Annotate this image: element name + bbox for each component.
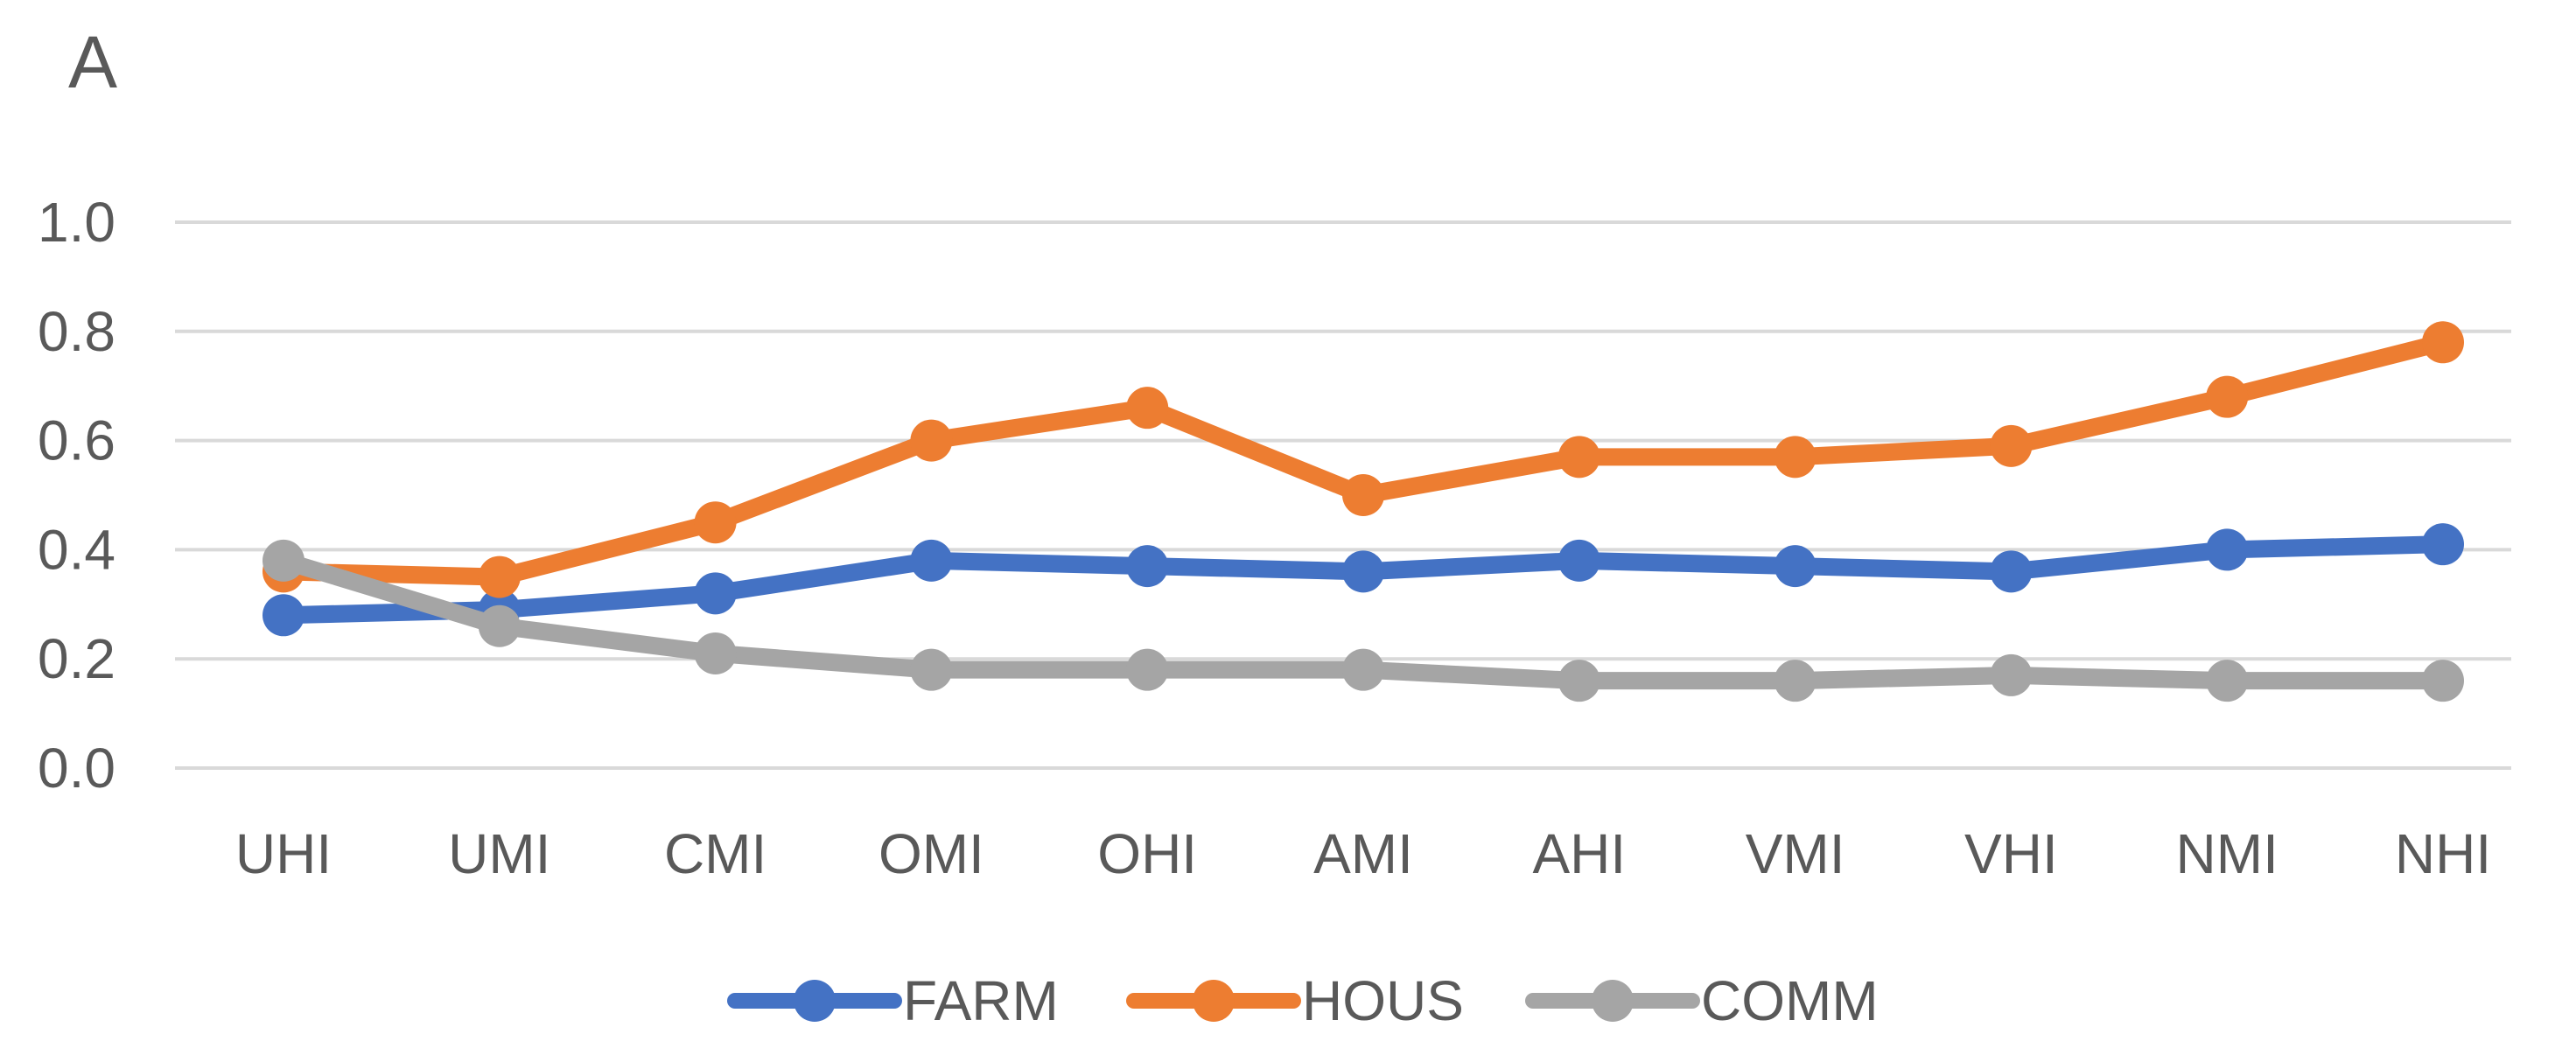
series-hous	[262, 321, 2464, 598]
data-point-farm	[1774, 545, 1816, 588]
data-point-comm	[1990, 653, 2033, 696]
data-point-farm	[262, 594, 304, 637]
legend-label-comm: COMM	[1701, 969, 1879, 1032]
y-axis-tick-labels: 0.0 0.2 0.4 0.6 0.8 1.0	[38, 191, 116, 800]
y-tick-label: 0.4	[38, 518, 116, 581]
data-point-farm	[1990, 550, 2033, 593]
x-axis-tick-labels: UHI UMI CMI OMI OHI AMI AHI VMI VHI NMI NHI	[235, 822, 2491, 885]
data-point-comm	[1342, 648, 1384, 691]
series-group	[262, 321, 2464, 702]
x-tick-label: NHI	[2395, 822, 2491, 885]
x-tick-label: CMI	[664, 822, 766, 885]
data-point-hous	[2422, 321, 2464, 364]
data-point-hous	[910, 419, 953, 462]
gridlines	[175, 220, 2511, 770]
data-point-comm	[478, 604, 521, 647]
x-tick-label: VMI	[1746, 822, 1845, 885]
data-point-hous	[694, 501, 737, 544]
data-point-comm	[1126, 648, 1169, 691]
legend-item-comm: COMM	[1525, 969, 1879, 1032]
series-line-hous	[275, 333, 2452, 586]
panel-label: A	[68, 21, 117, 103]
data-point-hous	[2206, 375, 2249, 418]
legend-item-farm: FARM	[727, 969, 1059, 1032]
data-point-farm	[2422, 523, 2464, 566]
y-tick-label: 0.8	[38, 300, 116, 363]
data-point-hous	[1774, 436, 1816, 479]
data-point-comm	[694, 632, 737, 674]
x-tick-label: OHI	[1097, 822, 1197, 885]
data-point-farm	[1342, 550, 1384, 593]
legend-item-hous: HOUS	[1126, 969, 1464, 1032]
legend: FARM HOUS COMM	[727, 969, 1879, 1032]
data-point-comm	[2422, 660, 2464, 702]
x-tick-label: VHI	[1964, 822, 2058, 885]
data-point-comm	[1774, 660, 1816, 702]
data-point-farm	[1126, 545, 1169, 588]
data-point-comm	[910, 648, 953, 691]
x-tick-label: UMI	[448, 822, 550, 885]
data-point-farm	[910, 539, 953, 582]
data-point-comm	[1558, 660, 1600, 702]
y-tick-label: 1.0	[38, 191, 116, 254]
data-point-hous	[1558, 436, 1600, 479]
series-farm	[262, 523, 2464, 637]
data-point-farm	[2206, 528, 2249, 571]
x-tick-label: NMI	[2176, 822, 2278, 885]
y-tick-label: 0.2	[38, 627, 116, 690]
data-point-hous	[478, 555, 521, 598]
data-point-comm	[2206, 660, 2249, 702]
x-tick-label: OMI	[878, 822, 984, 885]
y-tick-label: 0.0	[38, 737, 116, 800]
data-point-hous	[1126, 387, 1169, 430]
legend-marker-hous	[1193, 980, 1235, 1022]
y-tick-label: 0.6	[38, 409, 116, 472]
legend-label-hous: HOUS	[1302, 969, 1464, 1032]
legend-label-farm: FARM	[903, 969, 1059, 1032]
x-tick-label: AMI	[1313, 822, 1413, 885]
data-point-farm	[694, 572, 737, 615]
data-point-farm	[1558, 539, 1600, 582]
data-point-hous	[1990, 424, 2033, 467]
data-point-hous	[1342, 474, 1384, 516]
series-comm	[262, 539, 2464, 702]
legend-marker-comm	[1592, 980, 1634, 1022]
legend-marker-farm	[794, 980, 836, 1022]
x-tick-label: AHI	[1532, 822, 1626, 885]
x-tick-label: UHI	[235, 822, 332, 885]
data-point-comm	[262, 539, 304, 582]
